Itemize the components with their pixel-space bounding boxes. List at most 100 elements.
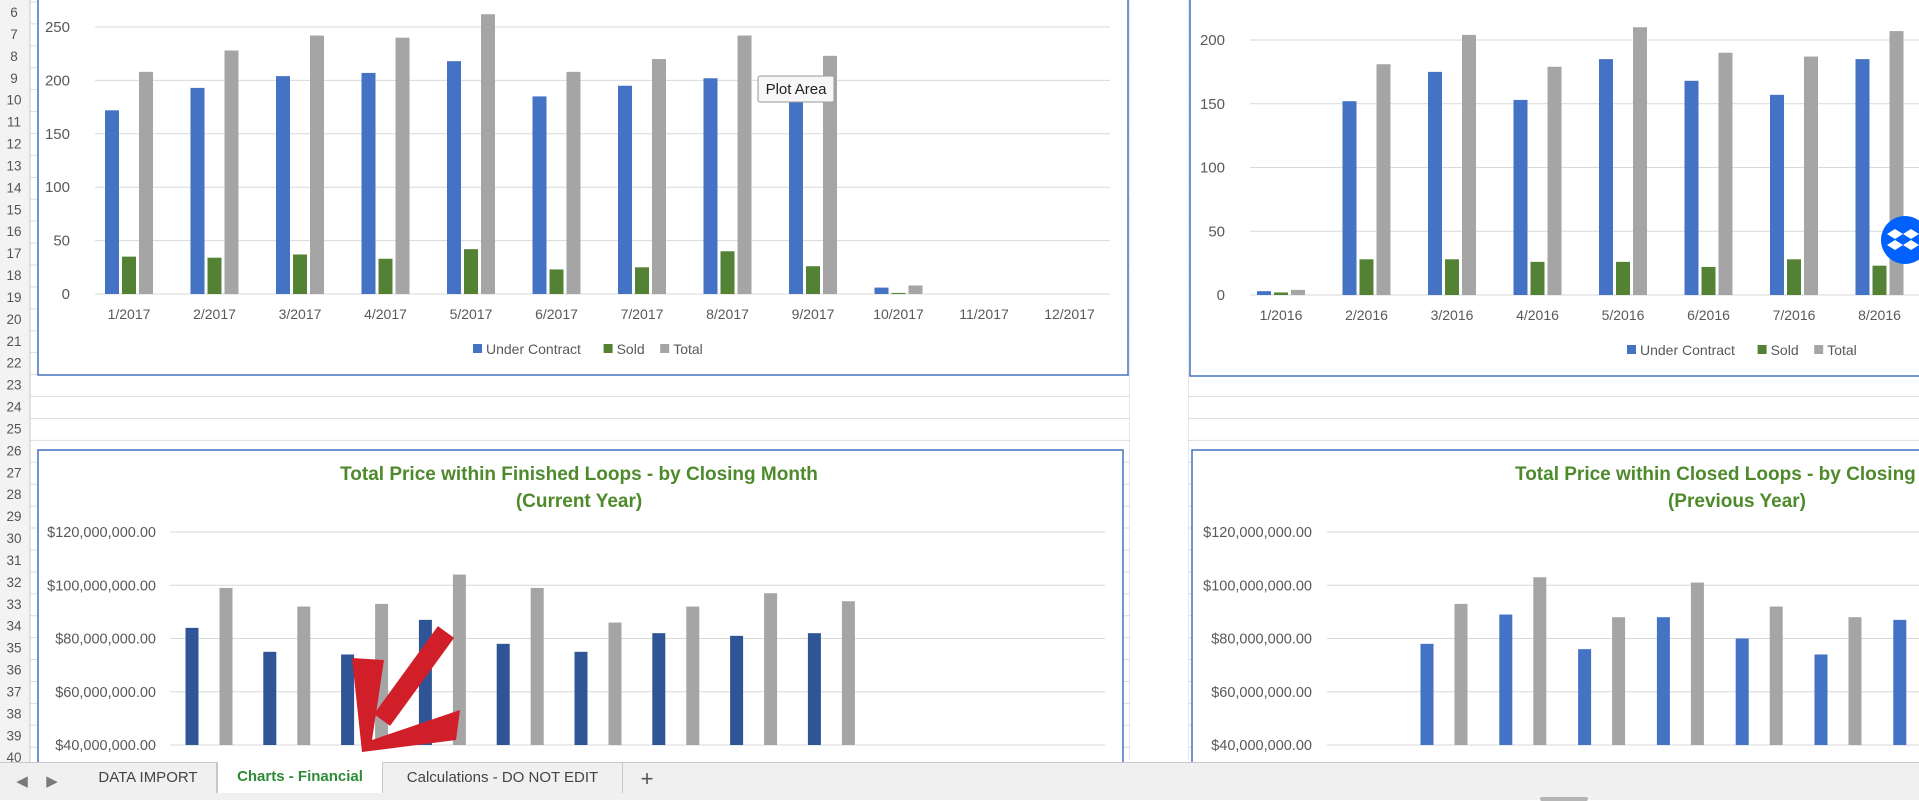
bar-series-1[interactable] (686, 606, 700, 745)
bar-total[interactable] (1633, 27, 1647, 295)
dropbox-icon[interactable] (1881, 216, 1919, 264)
bar-sold[interactable] (549, 269, 564, 294)
bar-under-contract[interactable] (789, 96, 803, 294)
bar-sold[interactable] (207, 257, 222, 294)
bar-under-contract[interactable] (1257, 291, 1271, 295)
row-number[interactable]: 36 (6, 663, 21, 678)
bar-series-0[interactable] (1499, 614, 1513, 745)
bar-total[interactable] (1718, 52, 1733, 295)
row-number[interactable]: 7 (10, 27, 18, 42)
bar-series-0[interactable] (1420, 643, 1434, 745)
row-number[interactable]: 31 (6, 553, 21, 568)
bar-sold[interactable] (720, 251, 735, 294)
bar-sold[interactable] (1701, 266, 1716, 295)
row-number[interactable]: 21 (6, 334, 21, 349)
row-number[interactable]: 35 (6, 641, 21, 656)
bar-series-0[interactable] (1893, 619, 1907, 745)
bar-total[interactable] (1376, 64, 1391, 295)
row-number[interactable]: 20 (6, 312, 21, 327)
bar-sold[interactable] (1872, 265, 1887, 295)
chart-financial-previous-year[interactable]: Total Price within Closed Loops - by Clo… (1191, 449, 1919, 771)
bar-total[interactable] (310, 35, 324, 294)
tab-calculations[interactable]: Calculations - DO NOT EDIT (383, 763, 623, 793)
bar-total[interactable] (566, 71, 581, 294)
row-number[interactable]: 14 (6, 180, 22, 195)
row-number[interactable]: 15 (6, 202, 21, 217)
bar-series-1[interactable] (1848, 617, 1862, 745)
row-number[interactable]: 11 (7, 115, 21, 130)
bar-under-contract[interactable] (190, 87, 205, 294)
bar-total[interactable] (481, 14, 495, 295)
bar-under-contract[interactable] (703, 78, 718, 294)
tab-charts-financial[interactable]: Charts - Financial (217, 762, 383, 793)
bar-under-contract[interactable] (1428, 71, 1442, 295)
bar-series-0[interactable] (1735, 638, 1749, 746)
chart-frame[interactable] (1191, 449, 1919, 771)
bar-total[interactable] (652, 59, 666, 294)
row-number[interactable]: 9 (10, 71, 18, 86)
bar-under-contract[interactable] (447, 61, 461, 295)
row-number[interactable]: 29 (6, 509, 21, 524)
bar-total[interactable] (823, 55, 837, 294)
row-number[interactable]: 22 (6, 356, 21, 371)
row-number[interactable]: 16 (6, 224, 21, 239)
bar-under-contract[interactable] (618, 85, 632, 295)
bar-sold[interactable] (464, 249, 478, 294)
bar-under-contract[interactable] (1770, 94, 1784, 295)
row-number[interactable]: 26 (6, 443, 21, 458)
bar-series-1[interactable] (841, 601, 855, 745)
row-number[interactable]: 30 (6, 531, 21, 546)
row-number[interactable]: 25 (6, 421, 21, 436)
bar-series-0[interactable] (496, 643, 510, 745)
bar-series-0[interactable] (341, 654, 355, 745)
row-number[interactable]: 12 (6, 137, 21, 152)
bar-total[interactable] (908, 285, 923, 294)
bar-under-contract[interactable] (1855, 59, 1870, 295)
row-number[interactable]: 37 (6, 684, 21, 699)
bar-series-1[interactable] (1690, 582, 1704, 745)
bar-series-1[interactable] (1533, 577, 1547, 745)
bar-under-contract[interactable] (532, 96, 547, 294)
bar-under-contract[interactable] (1342, 101, 1357, 295)
bar-series-0[interactable] (185, 627, 199, 745)
bar-series-0[interactable] (652, 633, 666, 745)
bar-sold[interactable] (122, 256, 136, 294)
row-number[interactable]: 18 (6, 268, 21, 283)
bar-series-1[interactable] (297, 606, 311, 745)
bar-under-contract[interactable] (361, 72, 376, 294)
bar-series-1[interactable] (764, 593, 778, 745)
bar-series-0[interactable] (1578, 649, 1592, 745)
row-header-column[interactable]: 6 7 8 9 10 11 12 13 14 15 16 17 18 19 20 21 22 23 24 25 26 27… (0, 0, 31, 787)
row-number[interactable]: 17 (6, 246, 21, 261)
bar-under-contract[interactable] (1684, 80, 1699, 295)
bar-series-0[interactable] (1656, 617, 1670, 745)
bar-total[interactable] (1462, 34, 1476, 296)
bar-series-0[interactable] (730, 635, 744, 745)
row-number[interactable]: 33 (6, 597, 21, 612)
bar-sold[interactable] (378, 258, 393, 294)
bar-sold[interactable] (1787, 259, 1801, 295)
add-sheet-button[interactable]: + (640, 766, 654, 791)
bar-total[interactable] (1804, 56, 1818, 296)
tab-data-import[interactable]: DATA IMPORT (80, 763, 217, 793)
bar-series-1[interactable] (1612, 617, 1626, 745)
row-number[interactable]: 38 (6, 706, 21, 721)
bar-series-1[interactable] (219, 587, 233, 745)
bar-under-contract[interactable] (105, 110, 119, 294)
bar-sold[interactable] (891, 292, 906, 294)
row-number[interactable]: 19 (6, 290, 21, 305)
bar-total[interactable] (1291, 289, 1305, 295)
bar-sold[interactable] (1616, 261, 1630, 295)
bar-sold[interactable] (635, 267, 649, 294)
prev-sheet-arrow-icon[interactable]: ◀ (16, 773, 28, 790)
row-number[interactable]: 39 (6, 728, 21, 743)
bar-sold[interactable] (1359, 259, 1374, 295)
row-number[interactable]: 34 (6, 619, 22, 634)
bar-total[interactable] (224, 50, 239, 294)
bar-series-1[interactable] (1454, 603, 1468, 745)
bar-series-1[interactable] (452, 574, 466, 745)
bar-sold[interactable] (293, 254, 307, 294)
row-number[interactable]: 32 (6, 575, 21, 590)
row-number[interactable]: 13 (6, 158, 21, 173)
